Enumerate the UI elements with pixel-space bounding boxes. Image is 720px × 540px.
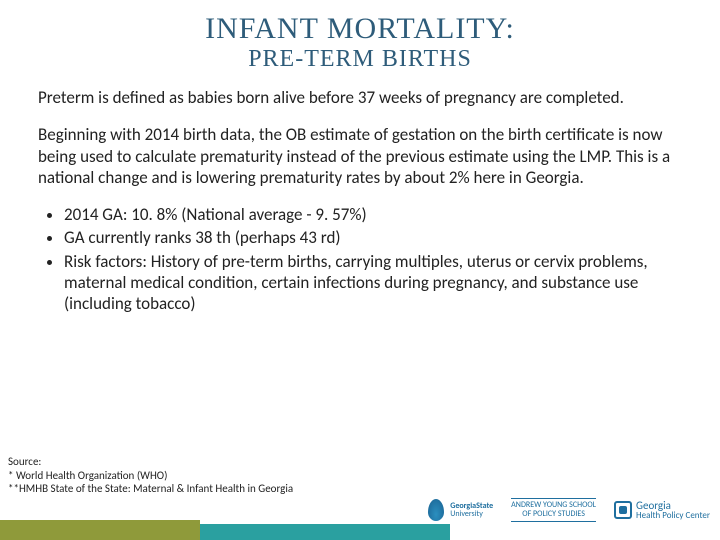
body-content: Preterm is defined as babies born alive … — [0, 73, 720, 314]
sources-heading: Source: — [8, 455, 293, 469]
bullet-item: 2014 GA: 10. 8% (National average - 9. 5… — [64, 204, 682, 225]
bullet-item: Risk factors: History of pre-term births… — [64, 251, 682, 315]
paragraph-method-change: Beginning with 2014 birth data, the OB e… — [38, 124, 682, 188]
title-block: INFANT MORTALITY: PRE-TERM BIRTHS — [0, 0, 720, 73]
main-title: INFANT MORTALITY: — [0, 12, 720, 46]
sources-block: Source: * World Health Organization (WHO… — [8, 455, 293, 496]
paragraph-definition: Preterm is defined as babies born alive … — [38, 87, 682, 108]
footer-bar — [0, 510, 720, 540]
olive-bar — [0, 520, 200, 540]
bullet-item: GA currently ranks 38 th (perhaps 43 rd) — [64, 227, 682, 248]
sub-title: PRE-TERM BIRTHS — [0, 46, 720, 73]
source-line: **HMHB State of the State: Maternal & In… — [8, 482, 293, 496]
source-line: * World Health Organization (WHO) — [8, 469, 293, 483]
slide-container: INFANT MORTALITY: PRE-TERM BIRTHS Preter… — [0, 0, 720, 540]
bullet-list: 2014 GA: 10. 8% (National average - 9. 5… — [38, 204, 682, 314]
